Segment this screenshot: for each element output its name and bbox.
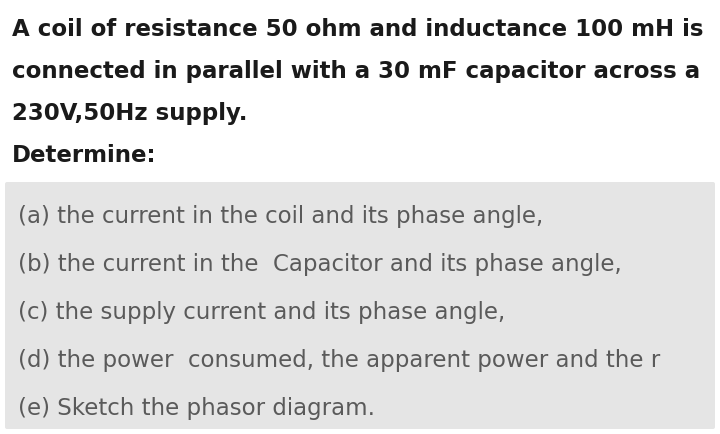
Text: (b) the current in the  Capacitor and its phase angle,: (b) the current in the Capacitor and its… (18, 253, 622, 275)
Text: (c) the supply current and its phase angle,: (c) the supply current and its phase ang… (18, 300, 505, 323)
Text: (e) Sketch the phasor diagram.: (e) Sketch the phasor diagram. (18, 396, 375, 419)
Text: connected in parallel with a 30 mF capacitor across a: connected in parallel with a 30 mF capac… (12, 60, 700, 83)
Text: (a) the current in the coil and its phase angle,: (a) the current in the coil and its phas… (18, 204, 544, 227)
Text: 230V,50Hz supply.: 230V,50Hz supply. (12, 102, 248, 125)
FancyBboxPatch shape (5, 183, 715, 429)
Text: A coil of resistance 50 ohm and inductance 100 mH is: A coil of resistance 50 ohm and inductan… (12, 18, 703, 41)
Text: Determine:: Determine: (12, 144, 156, 167)
Text: (d) the power  consumed, the apparent power and the r: (d) the power consumed, the apparent pow… (18, 348, 660, 371)
